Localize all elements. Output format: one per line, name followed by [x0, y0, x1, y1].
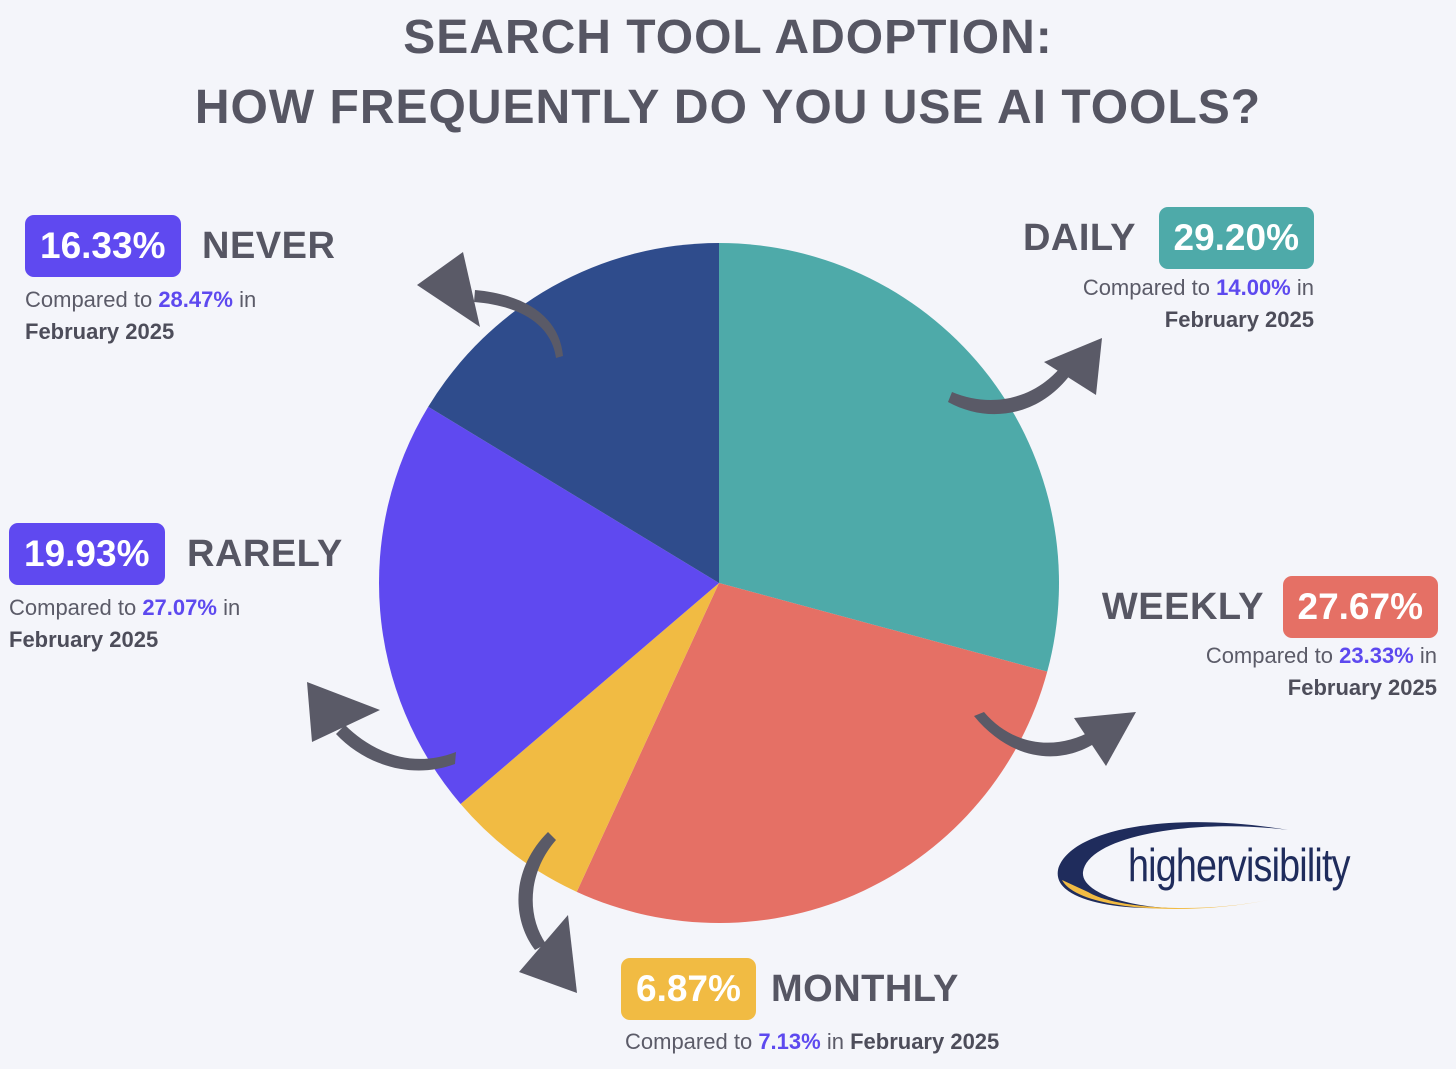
daily-comparison: Compared to 14.00% in February 2025: [1083, 272, 1314, 336]
daily-arrow-icon: [948, 338, 1102, 415]
pie-slice-daily: [719, 243, 1059, 672]
rarely-percent-badge: 19.93%: [9, 523, 165, 585]
weekly-arrow-icon: [974, 712, 1136, 766]
weekly-label: WEEKLY: [1101, 586, 1264, 628]
chart-title-line-1: SEARCH TOOL ADOPTION:: [403, 11, 1053, 64]
chart-title-line-2: HOW FREQUENTLY DO YOU USE AI TOOLS?: [194, 81, 1262, 134]
rarely-compare-prefix: Compared to: [9, 595, 137, 620]
pie-slice-weekly: [576, 583, 1048, 923]
daily-compare-in: in: [1296, 275, 1314, 300]
weekly-percent-badge: 27.67%: [1282, 576, 1438, 638]
monthly-percent-badge: 6.87%: [621, 958, 756, 1020]
never-compare-in: in: [239, 287, 257, 312]
never-arrow-icon: [417, 252, 563, 358]
pie-slice-rarely: [379, 406, 719, 804]
logo-text: highervisibility: [1128, 839, 1351, 891]
daily-compare-month: February 2025: [1164, 307, 1314, 332]
rarely-label: RARELY: [187, 533, 343, 575]
monthly-prior-value: 7.13%: [758, 1029, 821, 1054]
weekly-comparison: Compared to 23.33% in February 2025: [1206, 640, 1437, 704]
weekly-compare-month: February 2025: [1287, 675, 1437, 700]
daily-label: DAILY: [1022, 217, 1136, 259]
rarely-arrow-icon: [307, 682, 456, 771]
monthly-compare-month: February 2025: [850, 1029, 1000, 1054]
pie-slice-never: [428, 243, 719, 583]
rarely-compare-in: in: [223, 595, 241, 620]
monthly-comparison: Compared to 7.13% in February 2025: [625, 1026, 999, 1058]
monthly-label: MONTHLY: [771, 968, 959, 1010]
daily-percent-badge: 29.20%: [1158, 207, 1314, 269]
daily-compare-prefix: Compared to: [1082, 275, 1210, 300]
never-comparison: Compared to 28.47% in February 2025: [25, 284, 256, 348]
monthly-arrow-icon: [518, 832, 577, 993]
monthly-compare-prefix: Compared to: [625, 1029, 753, 1054]
never-compare-prefix: Compared to: [25, 287, 153, 312]
pie-slice-monthly: [460, 583, 719, 892]
weekly-compare-prefix: Compared to: [1205, 643, 1333, 668]
rarely-prior-value: 27.07%: [142, 595, 217, 620]
weekly-prior-value: 23.33%: [1339, 643, 1414, 668]
monthly-compare-in: in: [826, 1029, 844, 1054]
never-label: NEVER: [202, 225, 336, 267]
never-compare-month: February 2025: [25, 319, 175, 344]
rarely-comparison: Compared to 27.07% in February 2025: [9, 592, 240, 656]
never-percent-badge: 16.33%: [25, 215, 181, 277]
daily-prior-value: 14.00%: [1216, 275, 1291, 300]
weekly-compare-in: in: [1419, 643, 1437, 668]
rarely-compare-month: February 2025: [9, 627, 159, 652]
never-prior-value: 28.47%: [158, 287, 233, 312]
